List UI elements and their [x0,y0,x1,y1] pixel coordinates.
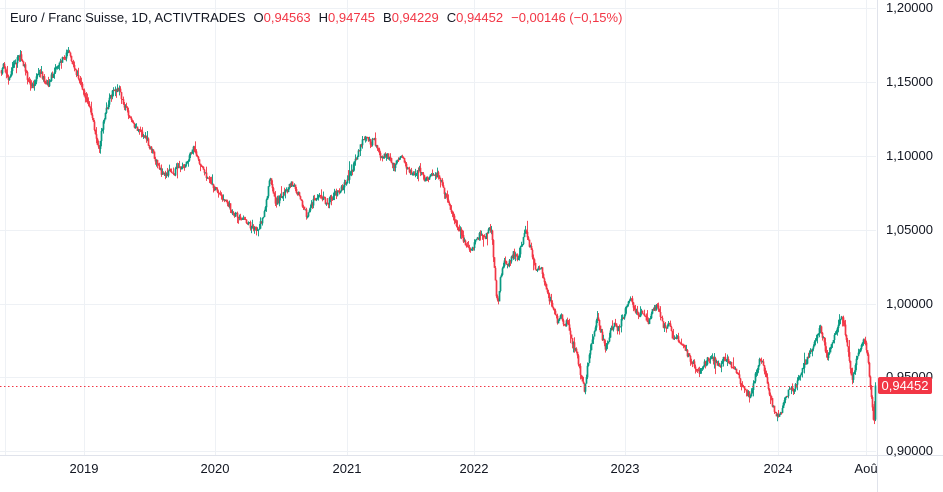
symbol-legend: Euro / Franc Suisse, 1D, ACTIVTRADES O0,… [10,10,622,25]
ohlc-close: C0,94452 [447,10,503,25]
ohlc-low: B0,94229 [383,10,439,25]
ohlc-open-value: 0,94563 [263,10,311,25]
price-tick: 1,10000 [886,147,933,163]
time-tick: 2020 [200,461,230,476]
ohlc-low-value: 0,94229 [391,10,439,25]
price-change: −0,00146 (−0,15%) [511,10,623,25]
time-tick: 2019 [69,461,99,476]
ohlc-open: O0,94563 [254,10,311,25]
ohlc-close-key: C [446,10,457,25]
ohlc-open-key: O [253,10,264,25]
ohlc-close-value: 0,94452 [456,10,504,25]
price-tick: 1,00000 [886,295,933,311]
ohlc-high: H0,94745 [319,10,375,25]
price-tick: 1,05000 [886,221,933,237]
last-price-label: 0,94452 [878,377,932,395]
price-tick: 1,15000 [886,73,933,89]
time-tick: 2023 [610,461,640,476]
price-tick: 1,20000 [886,0,933,15]
price-axis-border [876,0,878,492]
time-tick: Aoû [854,461,878,476]
time-tick: 2022 [459,461,489,476]
ohlc-high-value: 0,94745 [328,10,376,25]
time-axis-border [0,455,943,456]
ohlc-low-key: B [383,10,392,25]
symbol-title[interactable]: Euro / Franc Suisse, 1D, ACTIVTRADES [10,10,246,25]
price-tick: 0,90000 [886,443,933,459]
ohlc-high-key: H [318,10,329,25]
time-tick: 2024 [763,461,793,476]
time-tick: 2021 [332,461,362,476]
